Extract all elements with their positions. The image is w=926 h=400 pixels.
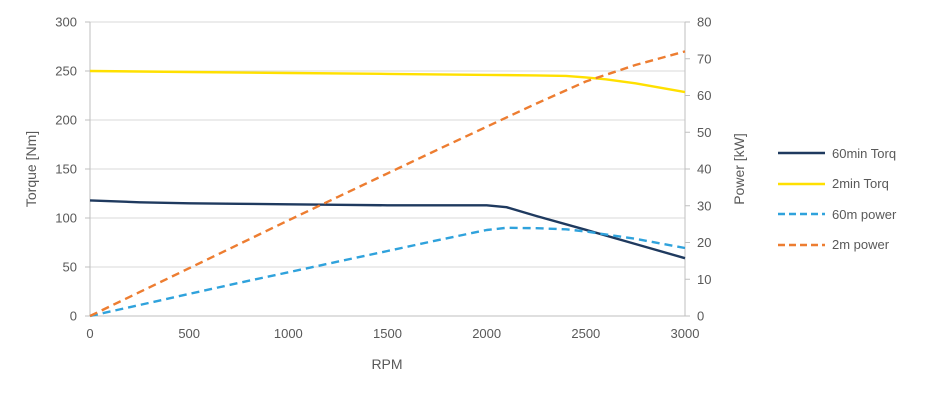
y-right-tick-label-20: 20 — [697, 235, 711, 250]
y-left-tick-label-0: 0 — [70, 309, 77, 324]
x-tick-label-3000: 3000 — [671, 326, 700, 341]
y-right-tick-label-40: 40 — [697, 162, 711, 177]
y-right-tick-label-50: 50 — [697, 125, 711, 140]
y-left-tick-label-100: 100 — [55, 211, 77, 226]
x-tick-label-2000: 2000 — [472, 326, 501, 341]
y-axis-title-right: Power [kW] — [731, 133, 747, 205]
legend-label-2min-torq: 2min Torq — [832, 176, 889, 191]
legend-label-60min-torq: 60min Torq — [832, 145, 897, 161]
y-left-tick-label-200: 200 — [55, 113, 77, 128]
x-tick-label-2500: 2500 — [571, 326, 600, 341]
legend-line-sample-2min-torq — [778, 182, 825, 185]
y-right-tick-label-0: 0 — [697, 309, 704, 324]
y-right-tick-label-60: 60 — [697, 88, 711, 103]
y-left-tick-label-50: 50 — [63, 260, 77, 275]
x-tick-label-500: 500 — [178, 326, 200, 341]
y-left-tick-label-300: 300 — [55, 15, 77, 30]
legend-line-sample-60m-power — [778, 212, 825, 216]
y-right-tick-label-70: 70 — [697, 51, 711, 66]
legend-item-60min-torq[interactable]: 60min Torq — [778, 143, 896, 163]
series-60m-power-line — [89, 226, 686, 318]
x-axis-title: RPM — [371, 356, 403, 372]
chart-legend: 60min Torq 2min Torq 60m power 2m power — [778, 0, 926, 400]
y-left-tick-label-250: 250 — [55, 64, 77, 79]
legend-label-2m-power: 2m power — [832, 237, 890, 252]
y-left-tick-label-150: 150 — [55, 162, 77, 177]
y-right-tick-label-80: 80 — [697, 15, 711, 30]
x-tick-label-0: 0 — [86, 326, 93, 341]
legend-line-sample-2m-power — [778, 243, 825, 246]
y-right-tick-label-10: 10 — [697, 272, 711, 287]
x-tick-label-1000: 1000 — [274, 326, 303, 341]
x-tick-label-1500: 1500 — [373, 326, 402, 341]
y-axis-title-left: Torque [Nm] — [23, 130, 39, 208]
legend-item-2m-power[interactable]: 2m power — [778, 235, 889, 255]
series-60min-torq-line — [89, 199, 686, 260]
legend-line-sample-60min-torq — [778, 151, 825, 155]
legend-item-2min-torq[interactable]: 2min Torq — [778, 174, 889, 194]
legend-label-60m-power: 60m power — [832, 206, 897, 222]
series-2min-torq-line — [89, 69, 686, 94]
legend-item-60m-power[interactable]: 60m power — [778, 204, 896, 224]
y-right-tick-label-30: 30 — [697, 198, 711, 213]
series-2m-power-line — [89, 50, 686, 318]
